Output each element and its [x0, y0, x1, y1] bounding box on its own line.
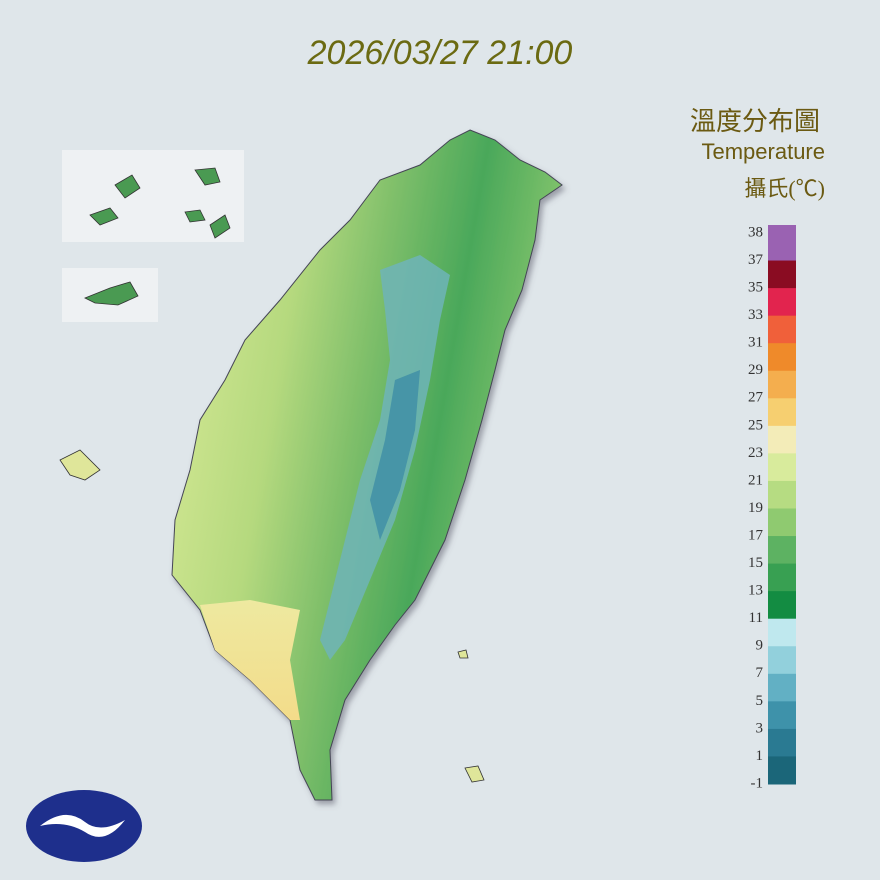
legend-tick-label: 25	[748, 417, 763, 433]
legend-tick-label: 19	[748, 500, 763, 516]
legend-tick-label: 35	[748, 280, 763, 296]
legend-band	[768, 425, 796, 454]
legend-tick-label: 7	[756, 665, 764, 681]
legend-tick-label: 38	[748, 224, 763, 240]
legend-band	[768, 646, 796, 675]
legend-band	[768, 536, 796, 565]
legend-band	[768, 563, 796, 592]
legend-tick-label: 21	[748, 472, 763, 488]
legend-tick-label: 37	[748, 252, 764, 268]
legend-band	[768, 618, 796, 647]
legend-band	[768, 398, 796, 427]
legend-cap	[768, 225, 796, 233]
timestamp: 2026/03/27 21:00	[307, 34, 573, 72]
legend-title: 溫度分布圖	[690, 107, 820, 136]
legend-band	[768, 756, 796, 785]
legend-tick-label: 11	[749, 610, 763, 626]
legend-tick-label: 31	[748, 335, 763, 351]
legend-tick-label: 5	[756, 693, 764, 709]
islands	[59, 150, 485, 783]
legend-band	[768, 673, 796, 702]
legend-band	[768, 343, 796, 372]
legend-band	[768, 591, 796, 620]
legend-band	[768, 701, 796, 730]
logo	[26, 790, 142, 862]
legend-tick-label: 9	[756, 638, 764, 654]
legend-band	[768, 728, 796, 757]
legend-band	[768, 288, 796, 317]
legend-tick-label: 3	[756, 720, 764, 736]
legend-band	[768, 508, 796, 537]
legend-tick-label: 1	[756, 748, 764, 764]
legend-tick-label: 33	[748, 307, 763, 323]
legend-band	[768, 480, 796, 509]
legend-tick-label: 29	[748, 362, 763, 378]
legend-band	[768, 315, 796, 344]
taiwan	[171, 129, 563, 801]
legend-subtitle: Temperature	[701, 139, 825, 164]
legend-band	[768, 370, 796, 399]
legend-tick-label: 23	[748, 445, 763, 461]
legend-tick-label: 27	[748, 390, 764, 406]
legend-band	[768, 453, 796, 482]
legend-tick-label: 15	[748, 555, 763, 571]
legend-tick-label: 17	[748, 527, 764, 543]
legend-band	[768, 260, 796, 289]
legend-unit: 攝氏(℃)	[744, 176, 825, 201]
legend-tick-label: -1	[751, 775, 764, 791]
legend-tick-label: 13	[748, 583, 763, 599]
legend-band	[768, 233, 796, 262]
